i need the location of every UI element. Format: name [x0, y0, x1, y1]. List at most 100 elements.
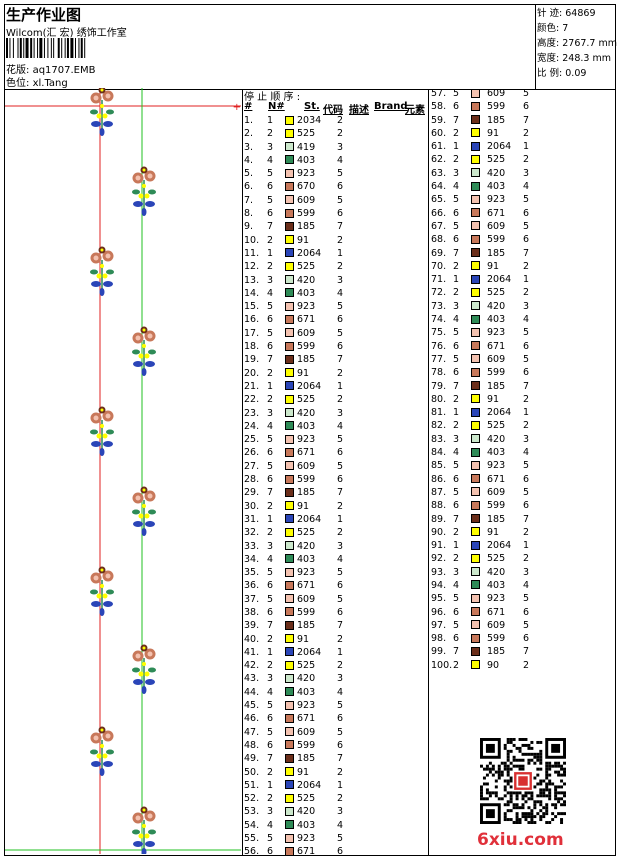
stop-row: 56. 6 671 6 [244, 845, 424, 858]
stop-row: 85. 5 923 5 [431, 459, 531, 472]
thread-code: 2064 [487, 540, 512, 552]
color-swatch [471, 660, 480, 670]
color-swatch [285, 155, 294, 165]
color-swatch [285, 594, 294, 604]
needle-number: 4 [267, 819, 274, 831]
color-index: 1 [523, 540, 530, 552]
stop-number: 97. [431, 619, 447, 631]
needle-number: 7 [453, 513, 460, 525]
stop-number: 56. [244, 846, 260, 858]
stop-number: 93. [431, 566, 447, 578]
stop-row: 13. 3 420 3 [244, 274, 424, 287]
needle-number: 2 [267, 234, 274, 246]
color-index: 5 [337, 593, 344, 605]
color-index: 6 [337, 713, 344, 725]
needle-number: 1 [267, 779, 274, 791]
color-swatch [285, 527, 294, 537]
needle-number: 6 [267, 606, 274, 618]
thread-code: 671 [487, 606, 506, 618]
stop-row: 92. 2 525 2 [431, 552, 531, 565]
page-title: 生产作业图 [6, 6, 82, 24]
needle-number: 7 [453, 247, 460, 259]
needle-number: 4 [267, 553, 274, 565]
color-swatch [285, 301, 294, 311]
color-swatch [471, 154, 480, 164]
color-swatch [471, 527, 480, 537]
color-swatch [471, 607, 480, 617]
color-swatch [471, 141, 480, 151]
thread-code: 185 [487, 247, 506, 259]
color-index: 6 [523, 367, 530, 379]
thread-code: 671 [297, 447, 316, 459]
thread-code: 420 [297, 540, 316, 552]
color-index: 6 [337, 341, 344, 353]
divider-header-stats [535, 5, 536, 89]
stop-row: 55. 5 923 5 [244, 832, 424, 845]
thread-code: 91 [297, 500, 310, 512]
thread-code: 609 [297, 460, 316, 472]
stop-number: 61. [431, 141, 447, 153]
needle-number: 5 [453, 327, 460, 339]
needle-number: 1 [453, 141, 460, 153]
color-index: 5 [523, 619, 530, 631]
color-swatch [285, 820, 294, 830]
color-index: 2 [337, 234, 344, 246]
needle-number: 7 [267, 487, 274, 499]
color-swatch [285, 195, 294, 205]
stop-number: 91. [431, 540, 447, 552]
needle-number: 7 [453, 380, 460, 392]
stop-row: 35. 5 923 5 [244, 566, 424, 579]
thread-code: 2064 [297, 646, 322, 658]
stop-row: 96. 6 671 6 [431, 606, 531, 619]
color-swatch [285, 833, 294, 843]
thread-code: 599 [487, 500, 506, 512]
color-swatch [285, 634, 294, 644]
thread-code: 91 [487, 526, 500, 538]
color-index: 1 [523, 141, 530, 153]
stop-number: 64. [431, 181, 447, 193]
embroidery-motif [90, 246, 114, 296]
stop-number: 7. [244, 194, 254, 206]
needle-number: 5 [267, 833, 274, 845]
thread-code: 671 [297, 314, 316, 326]
color-index: 3 [337, 141, 344, 153]
thread-code: 923 [297, 168, 316, 180]
stop-row: 61. 1 2064 1 [431, 140, 531, 153]
thread-code: 185 [297, 487, 316, 499]
color-swatch [471, 580, 480, 590]
thread-code: 923 [297, 567, 316, 579]
thread-code: 2064 [487, 274, 512, 286]
thread-code: 185 [297, 221, 316, 233]
color-index: 2 [337, 660, 344, 672]
stop-row: 57. 5 609 5 [431, 87, 531, 100]
thread-code: 91 [297, 367, 310, 379]
color-swatch [285, 793, 294, 803]
thread-code: 671 [297, 846, 316, 858]
color-index: 5 [337, 301, 344, 313]
color-swatch [285, 567, 294, 577]
stop-number: 89. [431, 513, 447, 525]
stop-number: 19. [244, 354, 260, 366]
color-index: 7 [337, 354, 344, 366]
thread-code: 91 [487, 393, 500, 405]
color-swatch [285, 275, 294, 285]
color-swatch [285, 394, 294, 404]
stop-row: 7. 5 609 5 [244, 194, 424, 207]
color-index: 5 [337, 833, 344, 845]
stop-number: 67. [431, 220, 447, 232]
needle-number: 6 [267, 341, 274, 353]
needle-number: 2 [453, 553, 460, 565]
stop-number: 34. [244, 553, 260, 565]
color-index: 4 [337, 553, 344, 565]
color-swatch [285, 261, 294, 271]
stop-row: 51. 1 2064 1 [244, 779, 424, 792]
needle-number: 3 [267, 141, 274, 153]
needle-number: 7 [267, 354, 274, 366]
color-index: 2 [523, 659, 530, 671]
stop-number: 10. [244, 234, 260, 246]
thread-code: 599 [297, 208, 316, 220]
thread-code: 525 [487, 287, 506, 299]
divider-table-columns [428, 89, 429, 855]
stop-number: 39. [244, 620, 260, 632]
needle-number: 5 [453, 220, 460, 232]
